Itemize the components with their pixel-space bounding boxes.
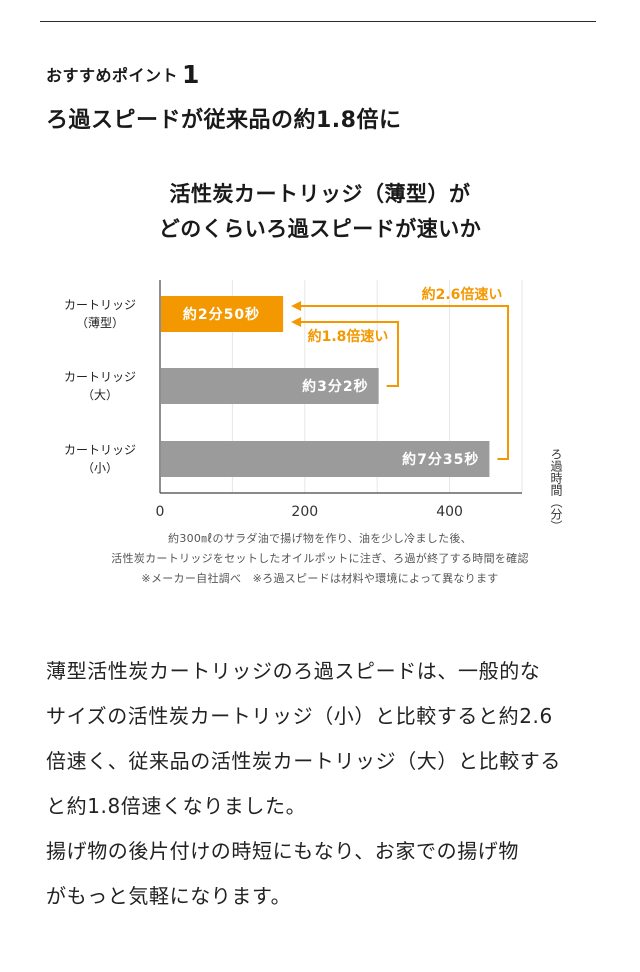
body-line6: がもっと気軽になります。 <box>46 884 292 908</box>
note-line2: 活性炭カートリッジをセットしたオイルポットに注ぎ、ろ過が終了する時間を確認 <box>111 552 529 565</box>
annotation-label-1: 約1.8倍速い <box>308 328 389 345</box>
filtration-time-bar-chart: 0 200 400約2分50秒カートリッジ（薄型）約3分2秒カートリッジ（大）約7分… <box>64 280 563 525</box>
category-label-1-line1: カートリッジ <box>64 370 136 384</box>
x-tick-label-1: 200 <box>291 504 318 520</box>
axis-title: ろ過時間（分） <box>549 448 563 525</box>
annotation-arrow-line-0 <box>299 305 509 460</box>
bar-2 <box>161 441 490 477</box>
top-divider <box>40 21 596 22</box>
category-label-1-line2: （大） <box>82 388 118 402</box>
category-label-0-line2: （薄型） <box>76 315 124 330</box>
point-label-text: おすすめポイント <box>46 66 179 85</box>
annotation-arrowhead-0 <box>291 301 302 311</box>
chart-title-line2: どのくらいろ過スピードが速いか <box>158 217 482 241</box>
annotation-label-0: 約2.6倍速い <box>422 286 503 303</box>
category-label-2-line2: （小） <box>82 461 118 475</box>
annotation-arrowhead-1 <box>291 317 302 327</box>
chart-title-line1: 活性炭カートリッジ（薄型）が <box>169 182 471 206</box>
body-line4: と約1.8倍速くなりました。 <box>46 794 307 818</box>
bar-0 <box>161 296 284 332</box>
category-label-2-line1: カートリッジ <box>64 443 136 457</box>
point-number: 1 <box>182 60 200 89</box>
x-tick-label-0: 0 <box>156 504 165 520</box>
x-tick-label-2: 400 <box>436 504 463 520</box>
note-line3: ※メーカー自社調べ ※ろ過スピードは材料や環境によって異なります <box>141 572 499 585</box>
category-label-0-line1: カートリッジ <box>64 298 136 312</box>
recommend-point-label: おすすめポイント 1 <box>46 58 200 89</box>
annotation-arrow-line-1 <box>299 321 399 387</box>
bar-value-label-1: 約3分2秒 <box>302 378 368 395</box>
body-line1: 薄型活性炭カートリッジのろ過スピードは、一般的な <box>46 659 541 683</box>
body-line2: サイズの活性炭カートリッジ（小）と比較すると約2.6 <box>46 704 553 728</box>
bar-value-label-0: 約2分50秒 <box>183 306 260 323</box>
headline: ろ過スピードが従来品の約1.8倍に <box>46 108 402 133</box>
bar-value-label-2: 約7分35秒 <box>402 451 479 468</box>
body-line3: 倍速く、従来品の活性炭カートリッジ（大）と比較する <box>46 749 561 773</box>
note-line1: 約300㎖のサラダ油で揚げ物を作り、油を少し冷ました後、 <box>168 532 472 545</box>
bar-1 <box>161 368 379 404</box>
body-line5: 揚げ物の後片付けの時短にもなり、お家での揚げ物 <box>46 839 519 863</box>
